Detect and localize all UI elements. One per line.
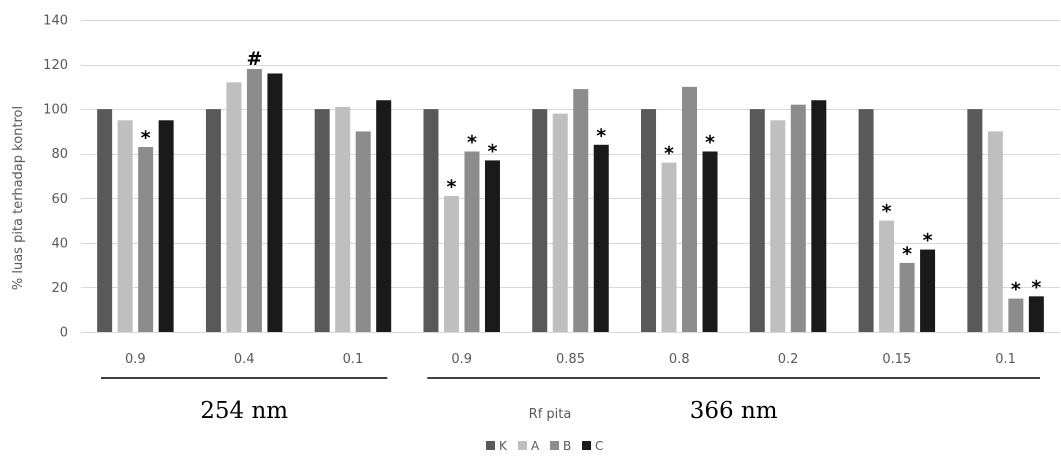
bar-B bbox=[1008, 298, 1024, 332]
y-tick-label: 100 bbox=[43, 103, 68, 118]
bar-B bbox=[464, 151, 480, 332]
significance-marker: * bbox=[467, 131, 477, 153]
significance-markers: * # * * * * * * * * * * * bbox=[141, 48, 1042, 301]
y-tick-label: 80 bbox=[51, 147, 68, 162]
bar-C bbox=[484, 160, 500, 332]
wavelength-groups: 254 nm 366 nm bbox=[101, 377, 1040, 424]
significance-marker: * bbox=[447, 176, 457, 198]
significance-marker: * bbox=[705, 131, 715, 153]
bar-A bbox=[987, 131, 1003, 332]
bars bbox=[97, 69, 1044, 333]
bar-C bbox=[267, 73, 283, 332]
bar-C bbox=[376, 100, 392, 332]
group-label: 366 nm bbox=[690, 398, 778, 424]
bar-B bbox=[573, 89, 589, 332]
x-axis-ticks: 0.9 0.4 0.1 0.9 0.85 0.8 0.2 0.15 0.1 bbox=[125, 352, 1016, 367]
significance-marker: # bbox=[246, 48, 262, 70]
bar-K bbox=[749, 109, 765, 333]
legend-label-A: A bbox=[531, 439, 540, 453]
bar-A bbox=[117, 120, 133, 333]
x-tick-label: 0.9 bbox=[451, 352, 472, 367]
legend-swatch-B bbox=[550, 441, 559, 450]
bar-A bbox=[879, 220, 895, 332]
significance-marker: * bbox=[882, 201, 892, 223]
y-tick-label: 40 bbox=[51, 236, 68, 251]
bar-B bbox=[246, 69, 262, 333]
bar-C bbox=[702, 151, 718, 332]
significance-marker: * bbox=[1011, 279, 1021, 301]
legend-label-C: C bbox=[595, 439, 603, 453]
gridlines bbox=[81, 20, 1060, 288]
bar-C bbox=[158, 120, 174, 333]
bar-K bbox=[314, 109, 330, 333]
x-tick-label: 0.85 bbox=[556, 352, 585, 367]
bar-B bbox=[682, 86, 698, 332]
bar-B bbox=[355, 131, 371, 332]
bar-K bbox=[97, 109, 113, 333]
bar-C bbox=[1028, 296, 1044, 332]
y-tick-label: 140 bbox=[43, 14, 68, 29]
x-tick-label: 0.1 bbox=[995, 352, 1016, 367]
bar-K bbox=[858, 109, 874, 333]
significance-marker: * bbox=[488, 140, 498, 162]
bar-K bbox=[423, 109, 439, 333]
bar-A bbox=[552, 113, 568, 332]
significance-marker: * bbox=[141, 127, 151, 149]
legend-swatch-K bbox=[486, 441, 495, 450]
bar-A bbox=[335, 106, 351, 333]
x-axis-title: Rf pita bbox=[529, 407, 572, 422]
bar-B bbox=[790, 104, 806, 332]
legend-label-K: K bbox=[499, 439, 508, 453]
bar-C bbox=[593, 144, 609, 332]
y-tick-label: 60 bbox=[51, 192, 68, 207]
x-tick-label: 0.4 bbox=[234, 352, 255, 367]
bar-A bbox=[226, 82, 242, 333]
bar-C bbox=[811, 100, 827, 332]
y-axis-ticks: 0 20 40 60 80 100 120 140 bbox=[43, 14, 68, 341]
x-tick-label: 0.1 bbox=[343, 352, 364, 367]
y-tick-label: 20 bbox=[51, 281, 68, 296]
bar-K bbox=[967, 109, 983, 333]
significance-marker: * bbox=[1031, 276, 1041, 298]
significance-marker: * bbox=[596, 125, 606, 147]
y-tick-label: 0 bbox=[60, 326, 68, 341]
x-tick-label: 0.9 bbox=[125, 352, 146, 367]
legend-swatch-A bbox=[518, 441, 527, 450]
y-tick-label: 120 bbox=[43, 58, 68, 73]
bar-A bbox=[443, 196, 459, 332]
significance-marker: * bbox=[902, 243, 912, 265]
significance-marker: * bbox=[664, 143, 674, 165]
bar-B bbox=[899, 262, 915, 332]
y-axis-title: % luas pita terhadap kontrol bbox=[11, 106, 26, 290]
bar-A bbox=[770, 120, 786, 333]
x-tick-label: 0.15 bbox=[882, 352, 911, 367]
x-tick-label: 0.2 bbox=[778, 352, 799, 367]
legend-label-B: B bbox=[563, 439, 571, 453]
bar-K bbox=[532, 109, 548, 333]
bar-A bbox=[661, 162, 677, 332]
group-label: 254 nm bbox=[200, 398, 288, 424]
x-tick-label: 0.8 bbox=[669, 352, 690, 367]
bar-C bbox=[920, 249, 936, 332]
bar-K bbox=[641, 109, 657, 333]
legend-swatch-C bbox=[582, 441, 591, 450]
bar-K bbox=[205, 109, 221, 333]
bar-B bbox=[138, 147, 154, 332]
significance-marker: * bbox=[923, 230, 933, 252]
